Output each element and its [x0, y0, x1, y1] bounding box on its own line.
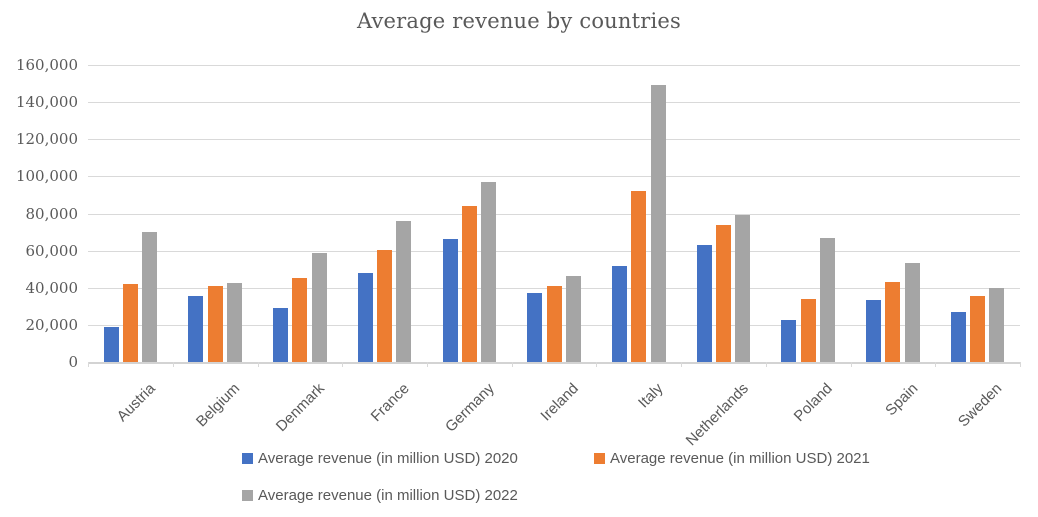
x-axis-tick-mark: [935, 362, 937, 367]
gridline: [88, 176, 1020, 178]
y-axis-tick-label: 0: [68, 353, 78, 371]
bar-france-2022: [396, 220, 412, 362]
x-axis-tick-mark: [342, 362, 344, 367]
x-axis-tick-mark: [850, 362, 852, 367]
legend-item: Average revenue (in million USD) 2022: [242, 487, 518, 504]
legend-item: Average revenue (in million USD) 2021: [594, 450, 870, 467]
bar-austria-2021: [122, 284, 138, 362]
gridline: [88, 250, 1020, 252]
bar-netherlands-2020: [696, 245, 712, 362]
y-axis-tick-label: 120,000: [15, 130, 78, 149]
bar-germany-2022: [481, 181, 497, 362]
x-axis-tick-mark: [1020, 362, 1021, 367]
y-axis-tick-label: 40,000: [25, 278, 79, 297]
y-axis-tick-label: 100,000: [15, 167, 78, 186]
x-axis-tick-mark: [172, 362, 174, 367]
bar-denmark-2020: [273, 308, 288, 362]
bar-spain-2021: [885, 282, 901, 362]
y-axis-tick-label: 20,000: [25, 315, 79, 334]
bar-netherlands-2022: [735, 215, 751, 362]
bar-austria-2022: [142, 232, 158, 362]
legend-label: Average revenue (in million USD) 2021: [610, 450, 870, 467]
x-axis-tick-mark: [88, 362, 89, 367]
gridline: [88, 213, 1020, 215]
bar-ireland-2022: [565, 275, 581, 362]
gridline: [88, 102, 1020, 104]
x-axis-category-label: Denmark: [272, 380, 328, 436]
y-axis-tick-label: 60,000: [25, 241, 79, 260]
bar-italy-2020: [611, 266, 627, 362]
bar-austria-2020: [103, 326, 119, 362]
bar-poland-2022: [820, 237, 835, 362]
bar-france-2020: [357, 272, 373, 362]
y-axis-tick-label: 80,000: [25, 204, 79, 223]
bar-sweden-2021: [970, 296, 986, 362]
y-axis-tick-label: 160,000: [15, 56, 78, 74]
bar-spain-2020: [866, 299, 882, 362]
x-axis-tick-mark: [681, 362, 683, 367]
legend-swatch-icon: [242, 453, 253, 464]
bar-poland-2020: [781, 320, 797, 362]
bar-poland-2021: [800, 298, 816, 362]
x-axis-category-label: Sweden: [955, 380, 1006, 431]
legend-label: Average revenue (in million USD) 2020: [258, 450, 518, 467]
legend-label: Average revenue (in million USD) 2022: [258, 487, 518, 504]
x-axis-tick-mark: [765, 362, 767, 367]
x-axis-tick-mark: [426, 362, 428, 367]
gridline: [88, 65, 1020, 66]
bar-italy-2021: [631, 191, 647, 362]
x-axis-category-label: Germany: [441, 380, 498, 436]
x-axis-category-label: Austria: [113, 380, 159, 426]
x-axis-tick-mark: [596, 362, 598, 367]
bar-denmark-2022: [311, 252, 327, 362]
x-axis-category-label: Ireland: [537, 380, 583, 425]
x-axis-category-label: Poland: [791, 380, 837, 426]
x-axis-category-label: France: [367, 380, 413, 426]
x-axis-tick-mark: [511, 362, 513, 367]
bar-belgium-2021: [207, 285, 223, 362]
x-axis-category-label: Netherlands: [682, 380, 752, 450]
x-axis-line: [88, 362, 1020, 364]
bar-germany-2020: [442, 238, 458, 362]
bar-denmark-2021: [292, 277, 308, 362]
x-axis-category-label: Spain: [881, 380, 921, 420]
bar-italy-2022: [650, 85, 666, 362]
bar-germany-2021: [461, 206, 477, 362]
bar-sweden-2022: [989, 287, 1005, 363]
x-axis-category-label: Italy: [635, 380, 667, 412]
chart-title: Average revenue by countries: [356, 9, 682, 33]
x-axis-tick-mark: [257, 362, 259, 367]
legend-item: Average revenue (in million USD) 2020: [242, 450, 518, 467]
bar-spain-2022: [904, 262, 920, 362]
legend-swatch-icon: [242, 490, 253, 501]
bar-netherlands-2021: [716, 224, 731, 362]
bar-belgium-2020: [188, 296, 204, 362]
bar-france-2021: [377, 249, 392, 362]
bar-ireland-2020: [527, 293, 543, 362]
bar-ireland-2021: [546, 285, 562, 362]
x-axis-category-label: Belgium: [192, 380, 244, 431]
bar-belgium-2022: [226, 283, 242, 362]
legend-swatch-icon: [594, 453, 605, 464]
bar-sweden-2020: [950, 311, 966, 362]
gridline: [88, 139, 1020, 141]
y-axis-tick-label: 140,000: [15, 93, 78, 112]
